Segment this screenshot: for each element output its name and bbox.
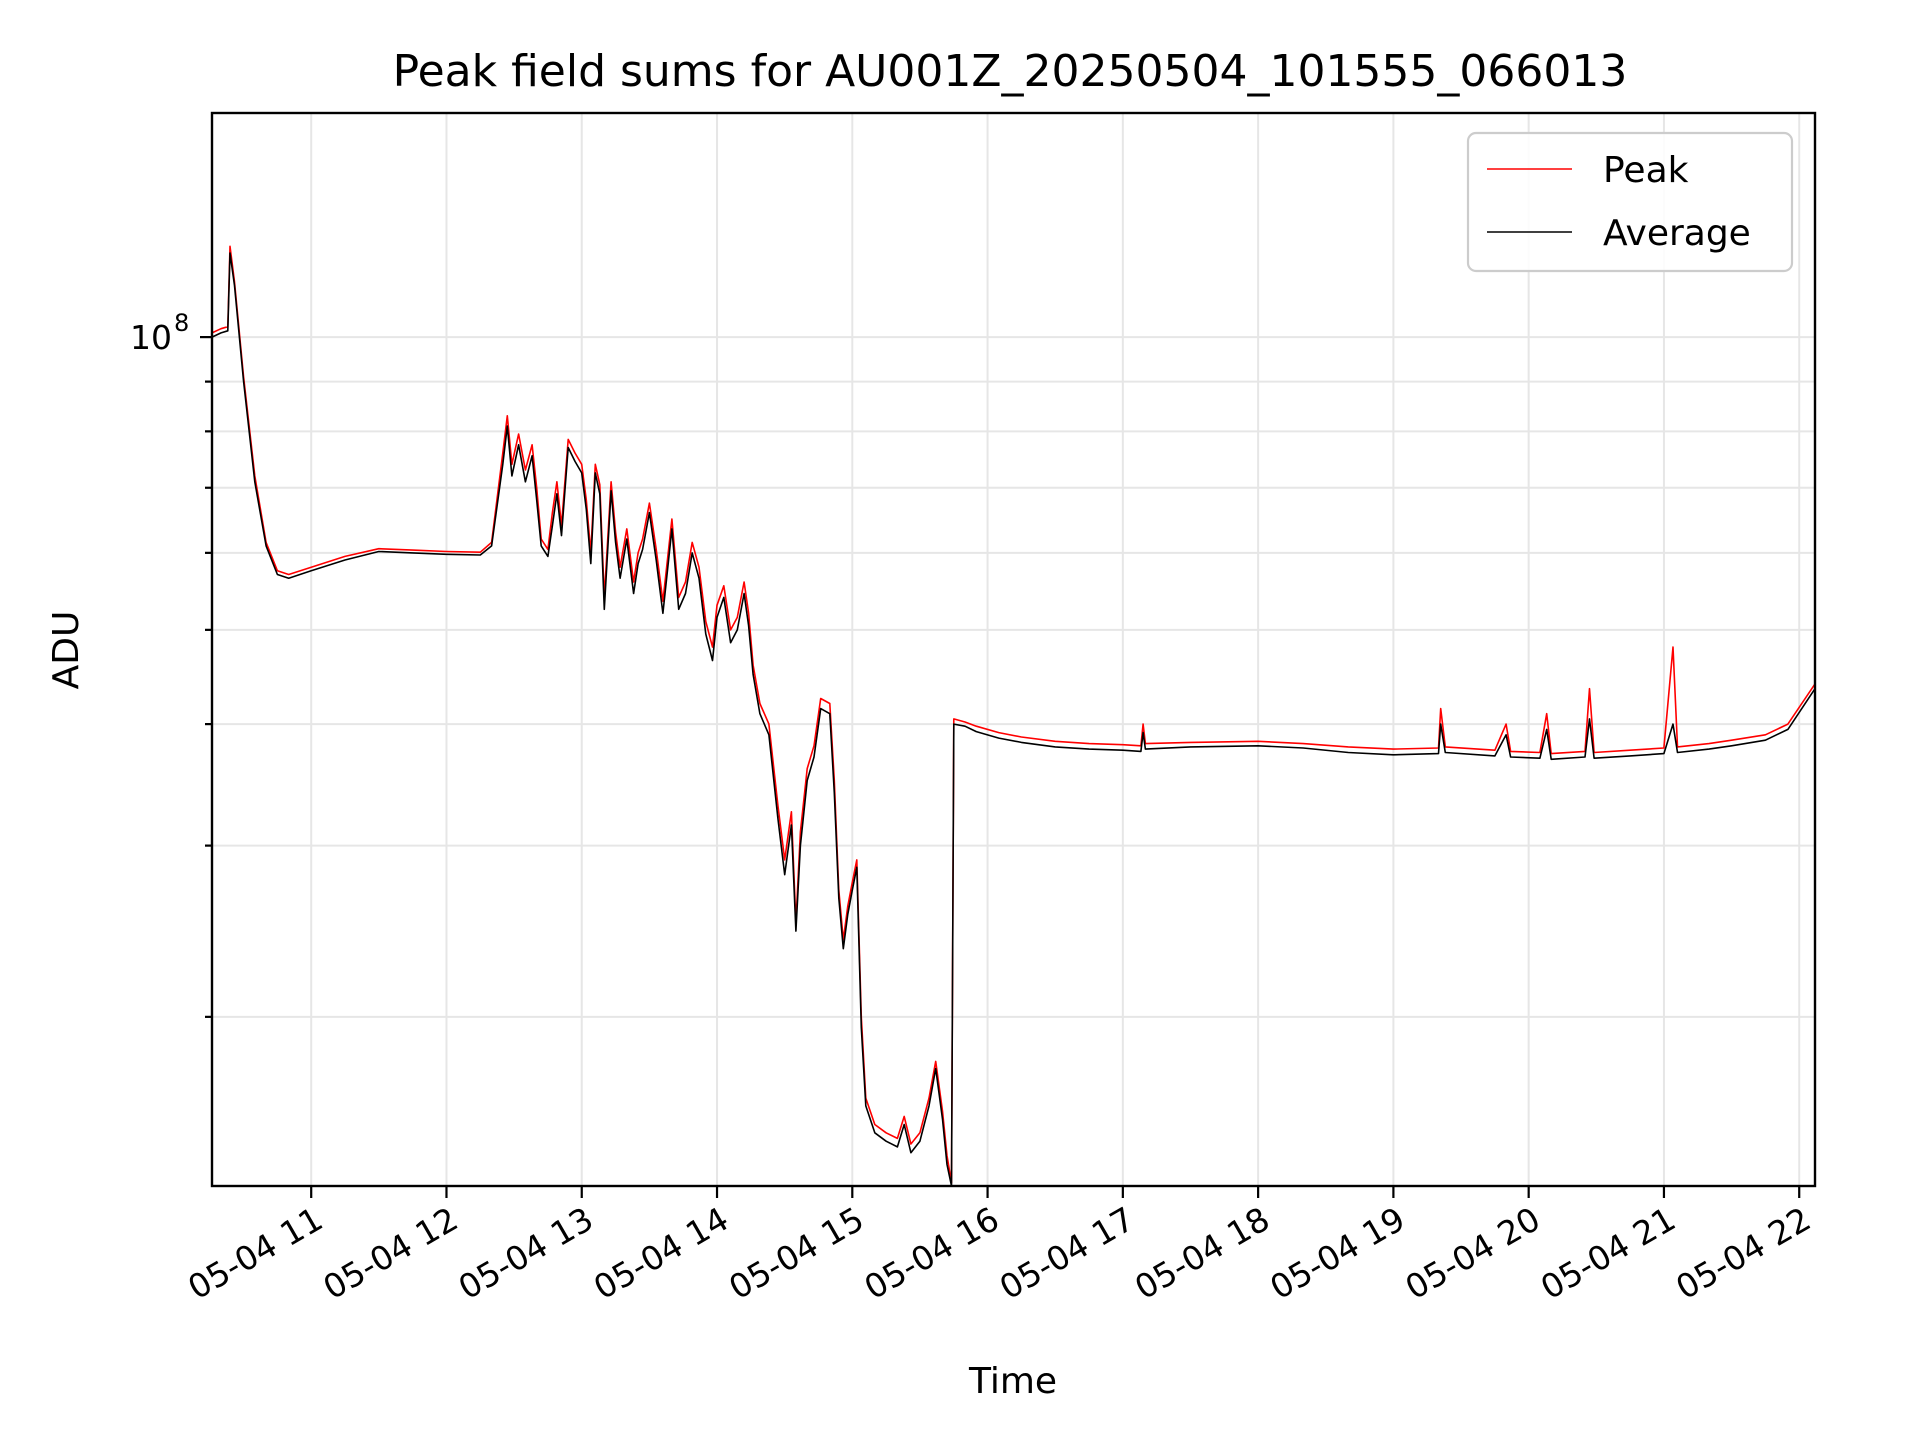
series-lines — [211, 138, 1816, 1187]
y-axis-label: ADU — [46, 611, 87, 690]
legend: Peak Average — [1466, 131, 1794, 273]
legend-peak-label: Peak — [1603, 150, 1689, 191]
series-line-average — [211, 143, 1816, 1187]
chart-title: Peak field sums for AU001Z_20250504_1015… — [393, 46, 1628, 97]
y-tick-exponent: 8 — [174, 309, 189, 337]
grid — [212, 113, 1815, 1186]
y-tick-label: 10 — [130, 318, 172, 357]
plot-frame — [210, 111, 1817, 1188]
x-axis-label: Time — [968, 1361, 1057, 1402]
legend-box — [1466, 131, 1794, 273]
legend-average-label: Average — [1603, 213, 1751, 254]
